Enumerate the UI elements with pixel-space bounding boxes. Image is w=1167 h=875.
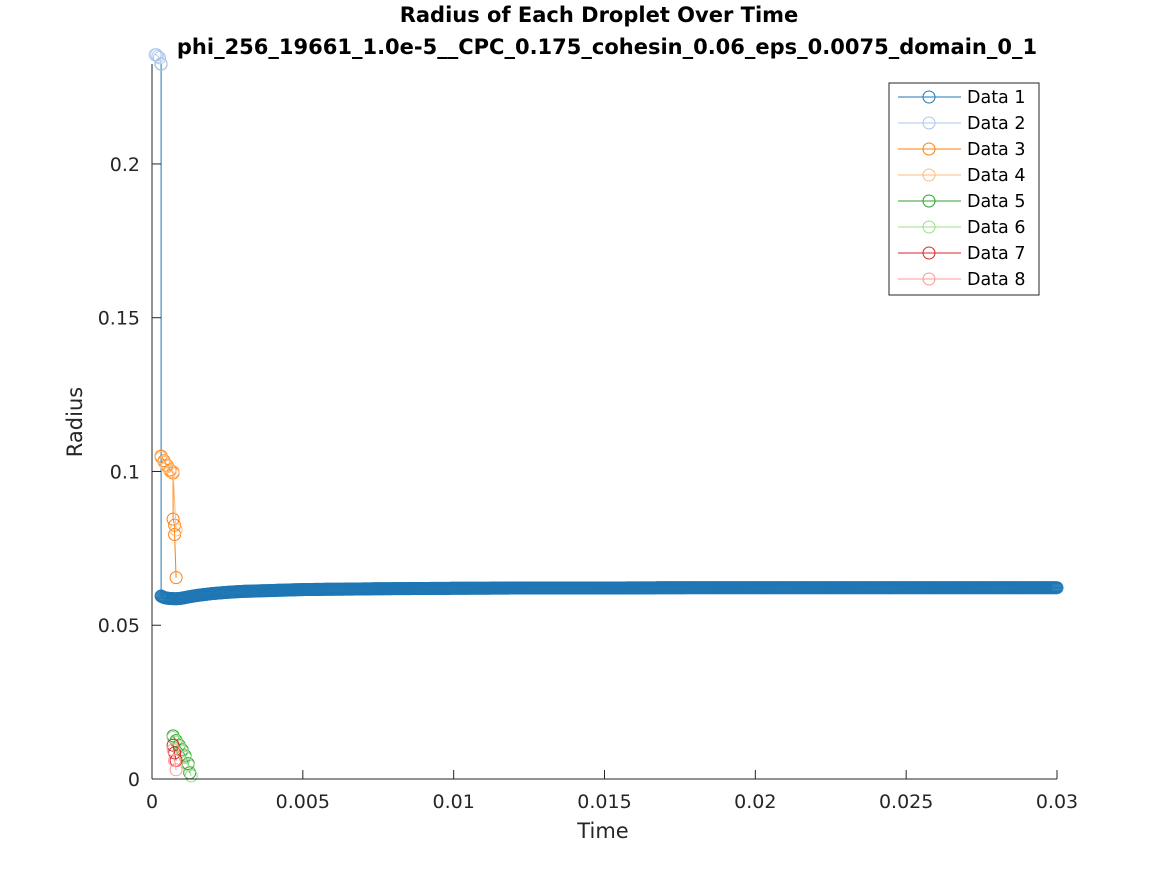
legend-box	[888, 82, 1040, 296]
x-tick-label: 0.01	[433, 791, 475, 813]
legend-marker	[922, 220, 936, 234]
legend-marker	[922, 116, 936, 130]
data-point	[153, 51, 166, 65]
legend: Data 1 Data 2 Data 3 Data 4 Data 5 Data 6 Data…	[888, 82, 1040, 296]
data-point	[154, 57, 168, 71]
series-4	[154, 451, 183, 537]
plot-area: 0 0.005 0.01 0.015 0.02 0.025 0.03 0 0.05 0.1 0.15…	[98, 48, 1078, 813]
data-point	[175, 744, 189, 758]
y-tick-label: 0.1	[110, 461, 140, 483]
legend-entry: Data 3	[898, 140, 1025, 160]
x-axis-label: Time	[576, 819, 628, 843]
data-point	[151, 49, 165, 63]
chart-title: Radius of Each Droplet Over Time	[400, 3, 799, 27]
data-point	[169, 523, 183, 537]
data-point	[154, 451, 168, 465]
data-point	[169, 571, 183, 585]
legend-label: Data 1	[967, 88, 1025, 108]
legend-entry: Data 8	[898, 270, 1025, 290]
legend-label: Data 4	[967, 166, 1025, 186]
y-tick-label: 0.15	[98, 308, 140, 330]
data-point	[163, 465, 177, 478]
legend-entry: Data 4	[898, 166, 1025, 186]
data-point	[169, 763, 183, 777]
legend-label: Data 3	[967, 140, 1025, 160]
data-point	[184, 769, 198, 783]
data-point	[166, 743, 180, 757]
legend-entry: Data 5	[898, 192, 1025, 212]
series-6	[166, 731, 198, 783]
series-line	[172, 745, 177, 761]
y-tick-label: 0	[128, 769, 140, 791]
x-tick-label: 0	[146, 791, 158, 813]
legend-marker	[922, 142, 936, 156]
x-tick-label: 0.015	[577, 791, 631, 813]
legend-label: Data 7	[967, 244, 1025, 264]
y-tick-label: 0.05	[98, 615, 140, 637]
y-tick-label: 0.2	[110, 154, 140, 176]
legend-label: Data 2	[967, 114, 1025, 134]
legend-label: Data 5	[967, 192, 1025, 212]
legend-entry: Data 6	[898, 218, 1025, 238]
data-point	[169, 735, 183, 749]
x-tick-label: 0.025	[879, 791, 933, 813]
legend-label: Data 8	[967, 270, 1025, 290]
legend-marker	[922, 90, 936, 104]
series-2	[148, 48, 168, 71]
legend-entry: Data 2	[898, 114, 1025, 134]
x-tick-label: 0.03	[1036, 791, 1078, 813]
data-point	[166, 465, 180, 478]
x-tick-label: 0.005	[276, 791, 330, 813]
legend-label: Data 6	[967, 218, 1025, 238]
legend-marker	[922, 168, 936, 182]
data-point	[1050, 581, 1064, 595]
y-axis-label: Radius	[63, 387, 87, 457]
series-8	[166, 743, 183, 777]
legend-marker	[922, 194, 936, 208]
legend-entry: Data 1	[898, 88, 1025, 108]
x-tick-label: 0.02	[734, 791, 776, 813]
legend-marker	[922, 246, 936, 260]
data-point	[168, 754, 182, 767]
chart-subtitle: phi_256_19661_1.0e-5__CPC_0.175_cohesin_…	[177, 35, 1037, 59]
legend-entry: Data 7	[898, 244, 1025, 264]
legend-marker	[922, 272, 936, 286]
data-point	[178, 751, 192, 764]
series-1	[154, 57, 1064, 606]
